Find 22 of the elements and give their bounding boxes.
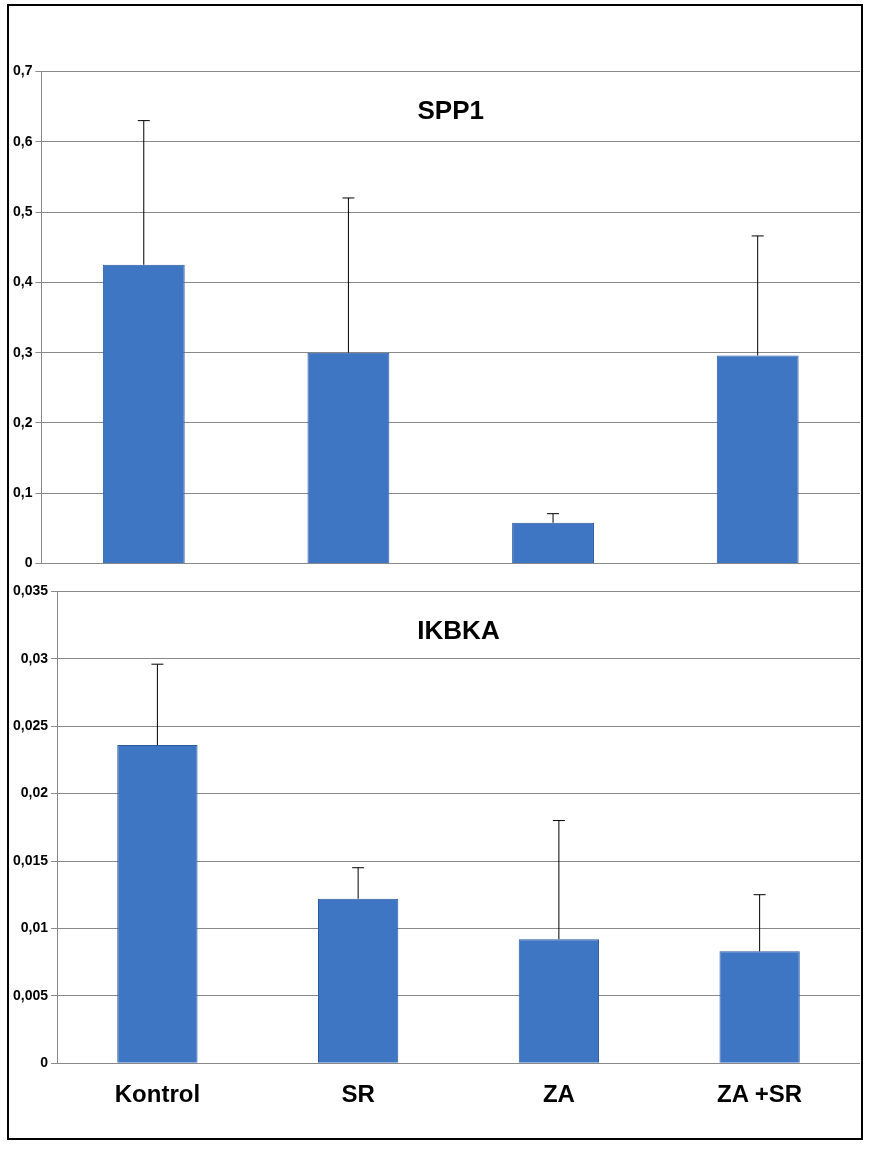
x-tick-label: Kontrol [114,1080,201,1108]
y-tick-label: 0,035 [12,582,49,599]
x-tick-label: SR [341,1080,375,1108]
y-tick-label: 0,4 [12,273,33,290]
y-tick-label: 0,2 [12,413,33,430]
x-tick-label: ZA +SR [717,1080,803,1108]
text: SPP1 [417,94,484,125]
y-tick-label: 0,03 [20,649,49,666]
y-tick-label: 0,1 [12,484,33,501]
y-tick-label: 0,3 [12,343,33,360]
y-tick-label: 0,7 [12,62,33,79]
y-tick-label: 0,015 [12,851,49,868]
y-tick-label: 0 [24,554,33,571]
y-tick-label: 0,025 [12,717,49,734]
x-tick-label: ZA [542,1080,575,1108]
y-tick-label: 0,005 [12,986,49,1003]
text: IKBKA [417,614,500,645]
y-tick-label: 0,01 [20,919,49,936]
y-tick-label: 0 [40,1054,49,1071]
y-tick-label: 0,6 [12,132,33,149]
y-tick-label: 0,5 [12,202,33,219]
y-tick-label: 0,02 [20,784,49,801]
